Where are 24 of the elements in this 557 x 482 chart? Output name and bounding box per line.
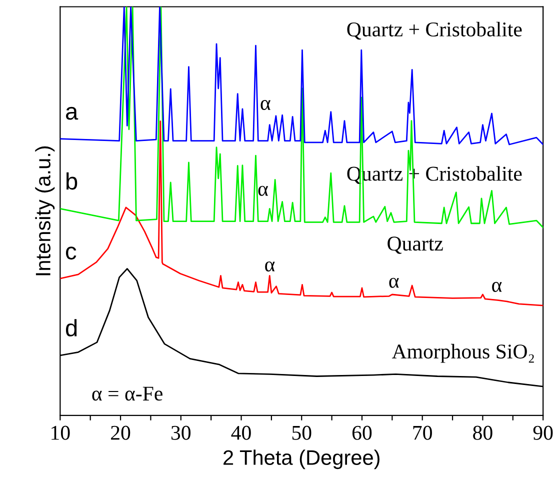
y-axis-title: Intensity (a.u.) — [35, 146, 55, 276]
x-tick-label: 90 — [533, 426, 553, 440]
x-tick-label: 60 — [352, 426, 372, 440]
series-label: a — [66, 106, 78, 120]
annotation: Amorphous SiO₂ — [392, 344, 534, 363]
annotation: Quartz — [388, 236, 443, 254]
annotation: α — [389, 278, 399, 288]
x-tick-label: 80 — [473, 426, 492, 440]
series-label: c — [66, 246, 76, 260]
x-tick-label: 40 — [231, 426, 251, 440]
series-label: b — [66, 172, 78, 190]
x-tick-label: 10 — [52, 426, 70, 440]
x-tick-label: 20 — [111, 426, 130, 440]
annotation: α — [265, 261, 275, 272]
x-tick-label: 30 — [171, 426, 191, 440]
series-label: d — [66, 319, 77, 336]
annotation: α — [492, 282, 502, 292]
annotation: α — [258, 186, 268, 196]
x-tick-label: 70 — [413, 426, 432, 440]
x-tick-label: 50 — [292, 426, 312, 440]
annotation: α = α-Fe — [92, 386, 162, 401]
x-axis-title: 2 Theta (Degree) — [224, 450, 380, 470]
annotation: Quartz + Cristobalite — [347, 22, 522, 40]
annotation: α — [260, 100, 270, 110]
